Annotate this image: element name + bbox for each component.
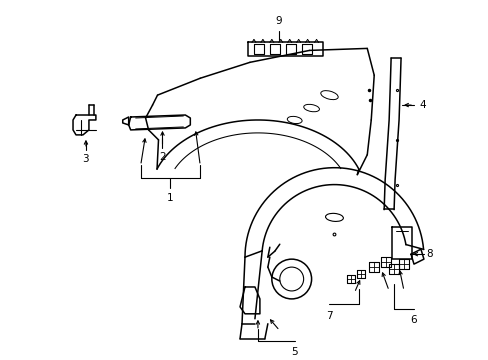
Text: 6: 6	[410, 315, 416, 325]
Text: 9: 9	[275, 15, 282, 26]
Text: 2: 2	[159, 152, 165, 162]
Text: 4: 4	[418, 100, 425, 110]
Text: 5: 5	[291, 347, 297, 357]
Text: 3: 3	[82, 154, 89, 164]
Text: 7: 7	[325, 311, 332, 321]
Text: 8: 8	[425, 249, 432, 259]
Text: 1: 1	[167, 193, 173, 203]
